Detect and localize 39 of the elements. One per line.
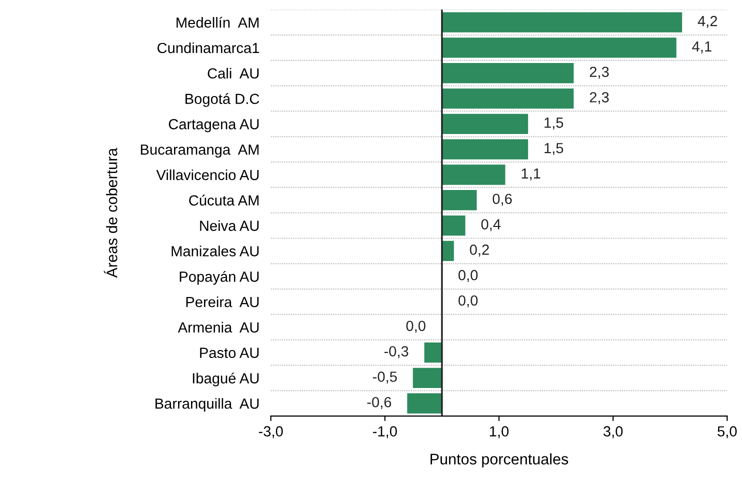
- y-tick-label: Pereira AU: [186, 296, 259, 308]
- y-axis-title: Áreas de cobertura: [104, 148, 118, 278]
- data-label: -0,5: [372, 372, 397, 384]
- x-tick-label: -1,0: [372, 426, 397, 438]
- data-label: 0,0: [458, 295, 478, 308]
- data-label: -0,6: [367, 396, 392, 409]
- y-tick-label: Barranquilla AU: [156, 398, 259, 412]
- x-axis-title: Puntos porcentuales: [430, 453, 568, 468]
- y-tick-label: Bucaramanga AM: [140, 144, 259, 158]
- y-tick-label: Cali AU: [208, 68, 259, 79]
- data-label: 1,5: [544, 143, 564, 155]
- data-label: 2,3: [590, 92, 609, 104]
- data-label: 0,0: [458, 270, 478, 282]
- data-label: 0,2: [470, 244, 489, 257]
- data-label: -0,3: [384, 346, 408, 358]
- data-label: 4,1: [692, 41, 712, 54]
- data-label: 2,3: [590, 66, 609, 79]
- x-tick-label: -3,0: [258, 426, 283, 438]
- x-tick-label: 1,0: [490, 426, 509, 438]
- x-tick-label: 5,0: [718, 426, 737, 438]
- y-tick-label: Popayán AU: [180, 270, 259, 285]
- y-tick-label: Ibagué AU: [192, 372, 259, 386]
- y-tick-label: Cúcuta AM: [189, 194, 259, 206]
- data-label: 4,2: [698, 16, 718, 28]
- y-tick-label: Pasto AU: [200, 348, 259, 358]
- data-label: 1,1: [522, 168, 540, 180]
- y-tick-label: Cartagena AU: [168, 119, 259, 132]
- data-label: 0,6: [492, 194, 512, 206]
- y-tick-label: Cundinamarca1: [158, 42, 260, 54]
- y-tick-label: Neiva AU: [200, 220, 259, 231]
- data-label: 0,4: [481, 219, 501, 232]
- y-tick-label: Villavicencio AU: [156, 169, 259, 180]
- data-label: 1,5: [544, 118, 564, 130]
- y-tick-label: Bogotá D.C: [186, 93, 260, 107]
- y-tick-label: Medellín AM: [176, 16, 259, 28]
- y-tick-label: Manizales AU: [172, 246, 259, 256]
- data-label: 0,0: [406, 320, 426, 333]
- y-tick-label: Armenia AU: [178, 322, 259, 333]
- x-tick-label: 3,0: [604, 426, 623, 438]
